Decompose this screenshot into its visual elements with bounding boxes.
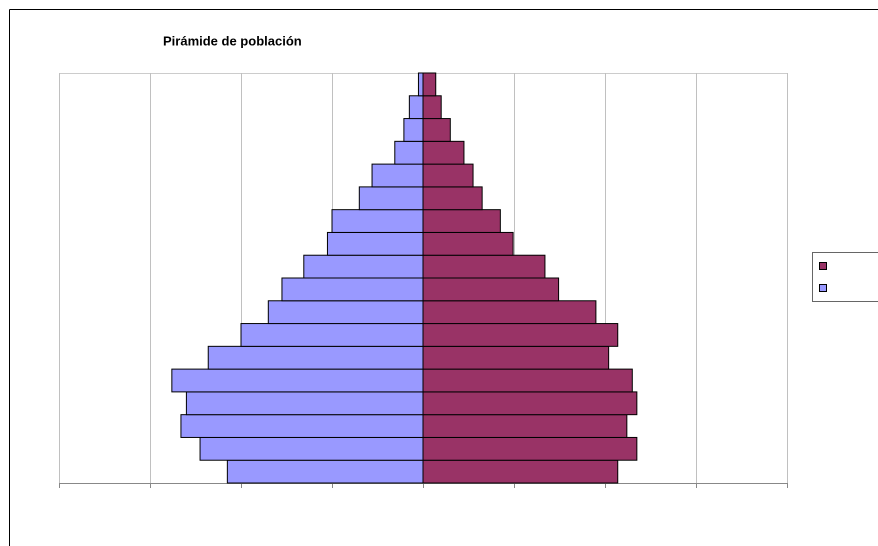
bar — [303, 254, 424, 279]
bar — [422, 163, 474, 188]
bar — [240, 323, 424, 347]
bar — [422, 323, 619, 347]
bar — [422, 186, 483, 211]
bar — [422, 345, 610, 370]
bar — [422, 391, 638, 416]
bar — [422, 254, 546, 279]
bar — [422, 72, 437, 97]
bar — [422, 368, 633, 393]
bar — [331, 209, 424, 233]
bar — [267, 300, 424, 325]
bar — [394, 140, 424, 165]
bar — [207, 345, 424, 370]
bar — [281, 277, 424, 302]
bar — [358, 186, 424, 211]
bar — [422, 118, 451, 142]
bar — [417, 72, 424, 97]
bar — [422, 300, 597, 325]
bar — [422, 414, 628, 438]
chart-title: Pirámide de población — [163, 33, 302, 48]
legend — [812, 252, 878, 302]
bar — [422, 209, 501, 233]
bar — [180, 414, 424, 438]
bar — [171, 368, 424, 393]
bar — [403, 118, 424, 142]
bar — [422, 95, 442, 120]
bar — [422, 140, 465, 165]
legend-marker — [819, 262, 827, 270]
bar — [199, 436, 424, 461]
bar — [326, 231, 424, 256]
bar — [422, 277, 560, 302]
bar — [422, 459, 619, 484]
bar — [371, 163, 424, 188]
bar — [422, 231, 514, 256]
bar — [408, 95, 424, 120]
bar — [422, 436, 638, 461]
bar — [226, 459, 424, 484]
legend-marker — [819, 284, 827, 292]
bar — [185, 391, 424, 416]
